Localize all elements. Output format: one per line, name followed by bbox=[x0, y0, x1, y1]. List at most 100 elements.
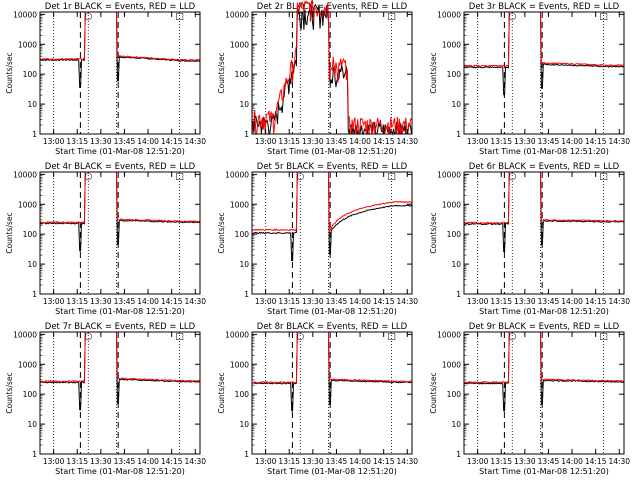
y-tick-label: 10000 bbox=[13, 170, 37, 179]
lld-line bbox=[251, 331, 412, 384]
y-tick-label: 1 bbox=[32, 450, 37, 459]
annotation-marker: □ bbox=[175, 332, 184, 342]
x-tick-label: 14:15 bbox=[585, 137, 607, 146]
y-tick-label: 1 bbox=[244, 290, 249, 299]
y-tick-label: 1000 bbox=[230, 200, 249, 209]
y-tick-label: 1000 bbox=[230, 40, 249, 49]
events-line bbox=[39, 11, 200, 88]
x-axis-label: Start Time (01-Mar-08 12:51:20) bbox=[479, 147, 609, 156]
x-tick-label: 14:30 bbox=[608, 457, 630, 466]
plot-frame bbox=[39, 171, 201, 295]
y-tick-label: 100 bbox=[447, 230, 462, 239]
y-tick-label: 100 bbox=[235, 70, 250, 79]
x-axis-label: Start Time (01-Mar-08 12:51:20) bbox=[267, 467, 397, 476]
lld-line bbox=[39, 171, 200, 224]
x-tick-label: 14:15 bbox=[161, 137, 183, 146]
x-tick-label: 13:30 bbox=[302, 137, 324, 146]
y-tick-label: 10000 bbox=[437, 10, 461, 19]
x-tick-label: 14:15 bbox=[585, 297, 607, 306]
y-tick-label: 1000 bbox=[442, 360, 461, 369]
y-tick-label: 10 bbox=[27, 420, 37, 429]
y-tick-label: 1000 bbox=[18, 40, 37, 49]
events-line bbox=[39, 331, 200, 411]
x-tick-label: 13:00 bbox=[255, 297, 277, 306]
annotation-marker: ○ bbox=[296, 172, 304, 182]
y-tick-label: 1 bbox=[456, 450, 461, 459]
y-tick-label: 10000 bbox=[13, 10, 37, 19]
lld-line bbox=[463, 171, 624, 225]
x-tick-label: 13:00 bbox=[43, 297, 65, 306]
panel-det-6: Det 6r BLACK = Events, RED = LLD○ □ 1 10 100… bbox=[429, 162, 630, 316]
y-tick-label: 100 bbox=[235, 390, 250, 399]
annotation-marker: □ bbox=[599, 172, 608, 182]
panel-title: Det 4r BLACK = Events, RED = LLD bbox=[45, 162, 196, 172]
x-tick-label: 13:45 bbox=[114, 297, 136, 306]
x-tick-label: 13:30 bbox=[90, 297, 112, 306]
x-tick-label: 13:00 bbox=[255, 457, 277, 466]
y-axis-label: Counts/sec bbox=[5, 212, 14, 253]
events-line bbox=[463, 11, 624, 96]
x-tick-label: 14:15 bbox=[161, 297, 183, 306]
x-tick-label: 14:30 bbox=[608, 297, 630, 306]
plot-frame bbox=[251, 171, 413, 295]
y-tick-label: 1 bbox=[244, 130, 249, 139]
y-axis-label: Counts/sec bbox=[217, 52, 226, 93]
y-tick-label: 10 bbox=[27, 100, 37, 109]
y-tick-label: 10000 bbox=[225, 170, 249, 179]
x-axis-label: Start Time (01-Mar-08 12:51:20) bbox=[267, 307, 397, 316]
y-tick-label: 1000 bbox=[442, 200, 461, 209]
y-tick-label: 10 bbox=[451, 100, 461, 109]
annotation-marker: ○ bbox=[296, 332, 304, 342]
panel-title: Det 2r BLACK = Events, RED = LLD bbox=[257, 2, 408, 12]
plot-frame bbox=[39, 331, 201, 455]
panel-title: Det 7r BLACK = Events, RED = LLD bbox=[45, 322, 196, 332]
panel-title: Det 9r BLACK = Events, RED = LLD bbox=[469, 322, 620, 332]
x-tick-label: 13:30 bbox=[302, 297, 324, 306]
x-tick-label: 13:15 bbox=[278, 297, 300, 306]
y-axis-label: Counts/sec bbox=[429, 52, 438, 93]
events-line bbox=[463, 331, 624, 412]
y-axis-label: Counts/sec bbox=[5, 372, 14, 413]
events-line bbox=[252, 171, 412, 261]
panel-title: Det 1r BLACK = Events, RED = LLD bbox=[45, 2, 196, 12]
plot-frame bbox=[463, 171, 625, 295]
y-tick-label: 10000 bbox=[13, 330, 37, 339]
y-tick-label: 1000 bbox=[230, 360, 249, 369]
x-tick-label: 14:30 bbox=[396, 137, 418, 146]
x-tick-label: 14:15 bbox=[373, 137, 395, 146]
panel-title: Det 3r BLACK = Events, RED = LLD bbox=[469, 2, 620, 12]
x-tick-label: 14:30 bbox=[184, 137, 206, 146]
panel-det-1: Det 1r BLACK = Events, RED = LLD○ □ 1 10 100… bbox=[5, 2, 206, 156]
y-tick-label: 1000 bbox=[442, 40, 461, 49]
x-tick-label: 13:15 bbox=[66, 297, 88, 306]
x-tick-label: 14:30 bbox=[396, 457, 418, 466]
panel-title: Det 5r BLACK = Events, RED = LLD bbox=[257, 162, 408, 172]
y-tick-label: 10 bbox=[239, 260, 249, 269]
x-tick-label: 13:45 bbox=[326, 297, 348, 306]
x-tick-label: 14:15 bbox=[373, 457, 395, 466]
x-tick-label: 14:00 bbox=[137, 457, 159, 466]
x-tick-label: 13:00 bbox=[467, 297, 489, 306]
panel-title: Det 8r BLACK = Events, RED = LLD bbox=[257, 322, 408, 332]
x-tick-label: 14:00 bbox=[561, 297, 583, 306]
y-tick-label: 10000 bbox=[225, 330, 249, 339]
x-axis-label: Start Time (01-Mar-08 12:51:20) bbox=[267, 147, 397, 156]
x-tick-label: 14:00 bbox=[349, 457, 371, 466]
y-tick-label: 10 bbox=[451, 420, 461, 429]
annotation-marker: □ bbox=[387, 172, 396, 182]
lld-line bbox=[39, 331, 200, 384]
annotation-marker: □ bbox=[175, 12, 184, 22]
annotation-marker: ○ bbox=[508, 12, 516, 22]
x-tick-label: 13:45 bbox=[114, 137, 136, 146]
panel-det-5: Det 5r BLACK = Events, RED = LLD○ □ 1 10 100… bbox=[217, 162, 418, 316]
y-axis-label: Counts/sec bbox=[429, 372, 438, 413]
annotation-marker: □ bbox=[175, 172, 184, 182]
y-tick-label: 1 bbox=[32, 130, 37, 139]
annotation-marker: ○ bbox=[84, 332, 92, 342]
x-tick-label: 13:30 bbox=[302, 457, 324, 466]
y-tick-label: 10000 bbox=[437, 330, 461, 339]
x-tick-label: 13:15 bbox=[66, 137, 88, 146]
x-tick-label: 13:30 bbox=[514, 297, 536, 306]
plot-frame bbox=[39, 11, 201, 135]
x-tick-label: 14:00 bbox=[349, 137, 371, 146]
